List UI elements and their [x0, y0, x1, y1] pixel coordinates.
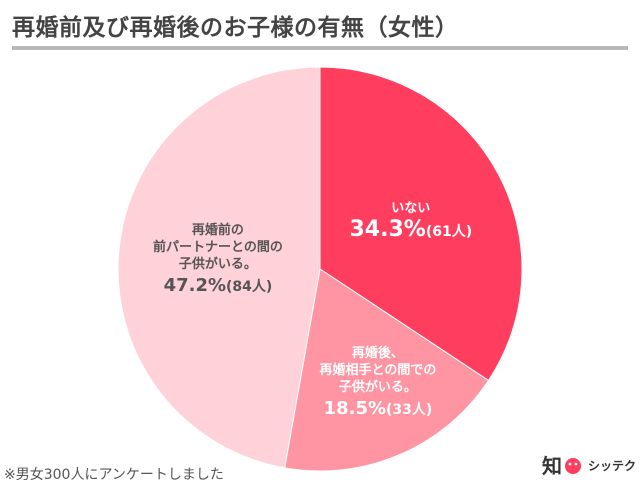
slice-percent: 18.5% [323, 398, 387, 419]
slice-label-text: いない [391, 201, 431, 216]
pie-slice-2 [284, 268, 490, 472]
slice-label-3: 再婚前の前パートナーとの間の 子供がいる。 47.2%(84人) [153, 222, 283, 300]
slice-percent: 34.3% [349, 217, 426, 242]
slice-label-text: 子供がいる。 [338, 380, 417, 395]
slice-label-text: 前パートナーとの間の [153, 240, 283, 255]
slice-count: (33人) [386, 402, 433, 418]
slice-label-text: 再婚相手との間での [319, 363, 437, 378]
pie-slice-3 [117, 66, 321, 469]
slice-label-text: 子供がいる。 [178, 257, 257, 272]
slice-label-text: 再婚後、 [351, 346, 404, 361]
title-underline [12, 46, 628, 50]
slice-percent: 47.2% [163, 275, 227, 296]
slice-count: (84人) [226, 279, 273, 295]
logo-mark-icon: 知 [542, 454, 581, 478]
logo-text: シッテク [588, 458, 637, 473]
slice-label-2: 再婚後、再婚相手との間での 子供がいる。 18.5%(33人) [320, 345, 437, 423]
logo-glyph: 知 [542, 454, 562, 478]
slice-label-1: いない 34.3%(61人) [350, 200, 473, 245]
chart-title: 再婚前及び再婚後のお子様の有無（女性） [12, 15, 459, 41]
slice-count: (61人) [425, 224, 473, 240]
brand-logo: 知 シッテク [542, 452, 636, 478]
slice-label-text: 再婚前の [191, 223, 244, 238]
survey-note: ※男女300人にアンケートしました [4, 467, 224, 483]
